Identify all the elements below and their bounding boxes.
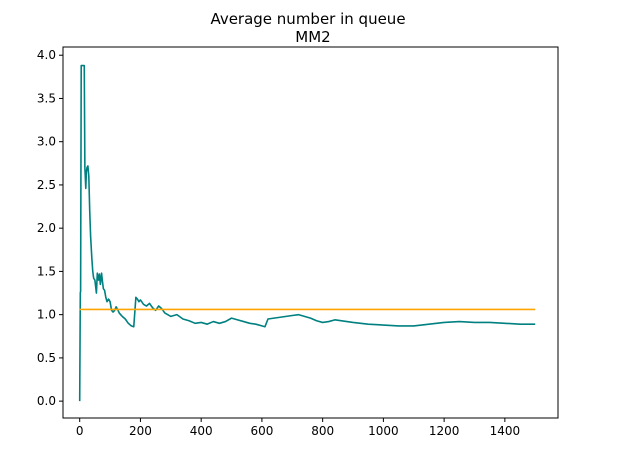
y-tick-label: 1.5 [37, 264, 56, 278]
chart-title: Average number in queue [210, 10, 405, 28]
x-tick-label: 400 [190, 424, 213, 438]
y-tick-label: 1.0 [37, 308, 56, 322]
series-line-1 [78, 64, 536, 402]
x-tick-label: 200 [129, 424, 152, 438]
plot-frame [62, 46, 559, 419]
x-tick-label: 0 [76, 424, 84, 438]
x-tick-label: 600 [250, 424, 273, 438]
x-tick-label: 800 [311, 424, 334, 438]
x-axis: 0 200 400 600 800 1000 1200 1400 [76, 418, 520, 438]
y-tick-label: 0.0 [37, 394, 56, 408]
y-tick-label: 3.0 [37, 135, 56, 149]
y-axis: 0.0 0.5 1.0 1.5 2.0 2.5 3.0 3.5 4.0 [37, 48, 63, 408]
x-tick-label: 1000 [368, 424, 399, 438]
y-tick-label: 4.0 [37, 48, 56, 62]
y-tick-label: 2.0 [37, 221, 56, 235]
chart-subtitle: MM2 [295, 28, 330, 46]
y-tick-label: 0.5 [37, 351, 56, 365]
x-tick-label: 1200 [429, 424, 460, 438]
series-layer [78, 64, 536, 402]
y-tick-label: 2.5 [37, 178, 56, 192]
x-tick-label: 1400 [490, 424, 521, 438]
y-tick-label: 3.5 [37, 91, 56, 105]
